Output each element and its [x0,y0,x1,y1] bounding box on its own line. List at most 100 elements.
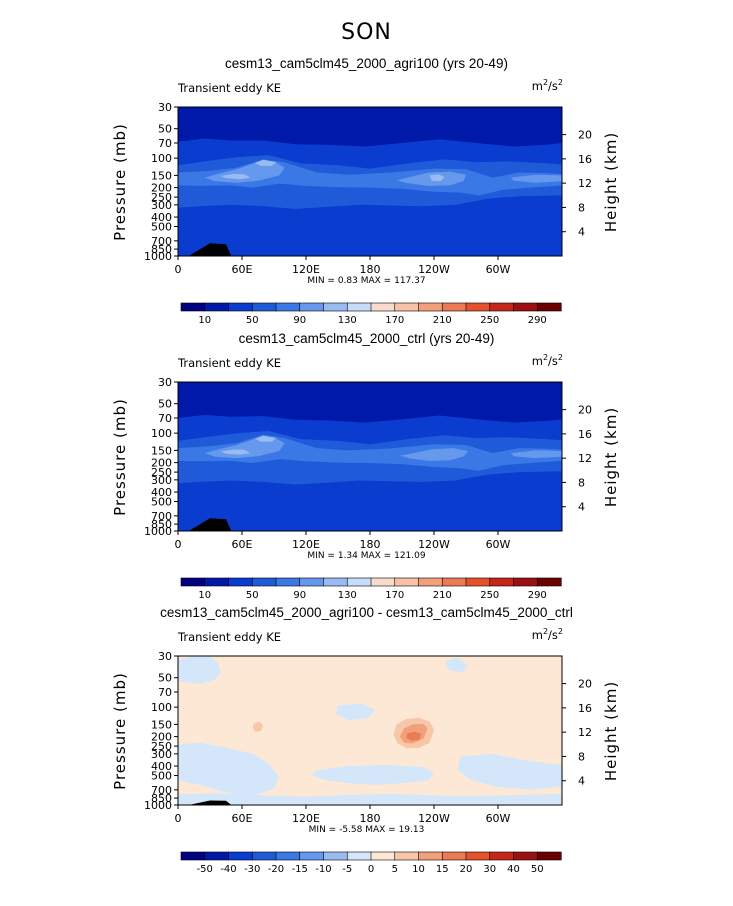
contour-region [510,450,562,459]
colorbar-label: -15 [292,864,308,875]
y-right-tick-label: 4 [578,226,585,239]
colorbar-swatch [299,302,325,312]
colorbar-swatch [536,302,562,312]
x-tick-label: 180 [360,812,381,825]
colorbar-swatch [441,577,467,587]
colorbar-swatch [346,302,372,312]
y-tick-label: 1000 [144,250,172,263]
y-tick-label: 100 [151,427,172,440]
colorbar-label: -10 [315,864,331,875]
y-tick-label: 400 [151,211,172,224]
y-tick-label: 850 [151,518,172,531]
contour-region [188,800,232,805]
y-tick-label: 700 [151,235,172,248]
y-tick-label: 250 [151,740,172,753]
colorbar-swatch [180,577,206,587]
y-tick-label: 30 [158,650,172,663]
x-tick-label: 120E [292,263,320,276]
colorbar-swatch [394,302,420,312]
colorbar-label: 130 [338,590,357,601]
x-tick-label: 0 [175,263,182,276]
x-tick-label: 120E [292,812,320,825]
colorbar-label: -20 [268,864,284,875]
colorbar-label: 290 [528,590,547,601]
colorbar-label: 10 [412,864,425,875]
y-tick-label: 400 [151,486,172,499]
y-tick-label: 100 [151,152,172,165]
y-tick-label: 850 [151,243,172,256]
colorbar: -50 -40 -30 -20 -15 -10 -5 0 5 10 15 20 30 40 50 [180,851,562,875]
x-tick-label: 120W [418,538,450,551]
colorbar-label: 290 [528,315,547,326]
colorbar-label: 0 [368,864,374,875]
colorbar-swatch [275,302,301,312]
y-tick-label: 150 [151,444,172,457]
colorbar-label: -30 [244,864,260,875]
panel-title: cesm13_cam5clm45_2000_ctrl (yrs 20-49) [238,331,495,346]
contour-plot: 3050701001502002503004005007008501000481… [144,650,592,875]
contour-region [444,657,469,673]
colorbar-swatch [513,851,538,861]
x-tick-label: 60E [232,812,253,825]
contour-region [220,449,251,455]
colorbar-swatch [465,851,491,861]
x-tick-label: 120W [418,812,450,825]
colorbar-label: 50 [531,864,544,875]
colorbar-swatch [394,851,420,861]
y-tick-label: 50 [158,672,172,685]
min-max-label: MIN = 1.34 MAX = 121.09 [307,551,426,561]
colorbar-swatch [180,851,206,861]
colorbar-swatch [489,577,515,587]
units-label: m2/s2 [531,353,563,368]
y-right-tick-label: 12 [578,726,592,739]
colorbar-swatch [275,851,301,861]
variable-label: Transient eddy KE [178,81,282,95]
y-right-tick-label: 16 [578,153,592,166]
colorbar-swatch [251,577,277,587]
y-tick-label: 200 [151,457,172,470]
y-tick-label: 30 [158,101,172,114]
y-right-tick-label: 12 [578,177,592,190]
contour-region [399,448,469,461]
colorbar-swatch [204,851,230,861]
min-max-label: MIN = -5.58 MAX = 19.13 [308,825,425,835]
y-right-tick-label: 4 [578,501,585,514]
contour-region [335,703,376,721]
y-tick-label: 250 [151,191,172,204]
colorbar-swatch [228,851,253,861]
colorbar-swatch [536,851,562,861]
units-label: m2/s2 [531,78,563,93]
colorbar-label: 210 [433,590,452,601]
x-tick-label: 120W [418,263,450,276]
colorbar: 10 50 90 130 170 210 250 290 [180,302,562,326]
contour-region [188,518,232,531]
colorbar-label: 170 [385,315,404,326]
contour-region [457,753,562,790]
y-tick-label: 200 [151,731,172,744]
colorbar-label: 170 [385,590,404,601]
y-tick-label: 150 [151,718,172,731]
colorbar-label: 10 [198,315,211,326]
colorbar-swatch [346,851,372,861]
colorbar-swatch [465,577,491,587]
y-tick-label: 1000 [144,525,172,538]
units-label: m2/s2 [531,627,563,642]
y-right-tick-label: 16 [578,702,592,715]
contour-region [252,721,264,733]
colorbar-swatch [465,302,491,312]
y-tick-label: 200 [151,182,172,195]
y-right-tick-label: 16 [578,428,592,441]
variable-label: Transient eddy KE [178,630,282,644]
x-tick-label: 60W [486,263,511,276]
y-right-tick-label: 4 [578,775,585,788]
y-tick-label: 30 [158,376,172,389]
y-tick-label: 250 [151,466,172,479]
contour-region [188,243,232,256]
y-right-tick-label: 12 [578,452,592,465]
colorbar-label: 20 [460,864,473,875]
y-tick-label: 300 [151,748,172,761]
y-tick-label: 400 [151,760,172,773]
colorbar-swatch [228,577,253,587]
contour-region [220,173,251,180]
colorbar-label: 40 [507,864,520,875]
